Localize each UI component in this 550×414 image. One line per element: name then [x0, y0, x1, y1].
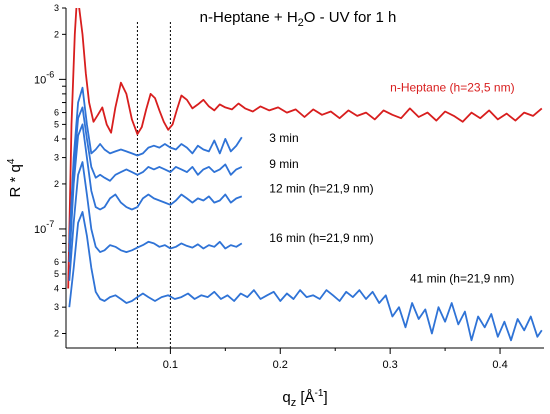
y-minor-tick-label: 3 — [54, 3, 59, 13]
y-major-tick-label: 10-6 — [34, 69, 54, 86]
y-axis-label: R * q4 — [6, 158, 24, 197]
x-tick-label: 0.3 — [383, 359, 398, 371]
series-label-5: 41 min (h=21,9 nm) — [410, 271, 514, 285]
x-tick-label: 0.1 — [163, 359, 178, 371]
y-minor-tick-label: 4 — [54, 134, 59, 144]
series-label-0: n-Heptane (h=23,5 nm) — [390, 80, 514, 94]
chart-title: n-Heptane + H2O - UV for 1 h — [200, 9, 397, 29]
series-labels: n-Heptane (h=23,5 nm) 3 min 9 min 12 min (h… — [269, 80, 514, 285]
y-minor-tick-label: 2 — [54, 29, 59, 39]
x-axis-label: qz [Å-1] — [282, 388, 327, 409]
x-tick-label: 0.4 — [492, 359, 507, 371]
series-line-4 — [68, 161, 243, 281]
series-lines — [67, 8, 543, 342]
x-tick-label: 0.2 — [273, 359, 288, 371]
y-minor-tick-label: 3 — [54, 302, 59, 312]
series-line-2 — [68, 106, 243, 253]
reference-lines — [136, 22, 171, 348]
series-label-4: 16 min (h=21,9 nm) — [269, 231, 373, 245]
series-label-3: 12 min (h=21,9 nm) — [269, 182, 373, 196]
series-line-0 — [67, 8, 543, 289]
series-line-5 — [68, 210, 543, 342]
y-minor-tick-label: 6 — [54, 257, 59, 267]
series-label-2: 9 min — [269, 157, 298, 171]
y-major-tick-label: 10-7 — [34, 219, 54, 236]
y-minor-tick-label: 2 — [54, 179, 59, 189]
y-minor-tick-label: 6 — [54, 108, 59, 118]
series-label-1: 3 min — [269, 131, 298, 145]
axes-frame — [65, 8, 544, 349]
series-line-3 — [68, 123, 243, 263]
y-minor-tick-label: 3 — [54, 153, 59, 163]
y-minor-tick-label: 5 — [54, 269, 59, 279]
series-line-1 — [68, 86, 243, 244]
x-axis-ticks: 0.1 0.2 0.3 0.4 — [114, 348, 508, 371]
y-minor-tick-label: 5 — [54, 119, 59, 129]
y-minor-tick-label: 4 — [54, 283, 59, 293]
y-minor-tick-label: 2 — [54, 329, 59, 339]
